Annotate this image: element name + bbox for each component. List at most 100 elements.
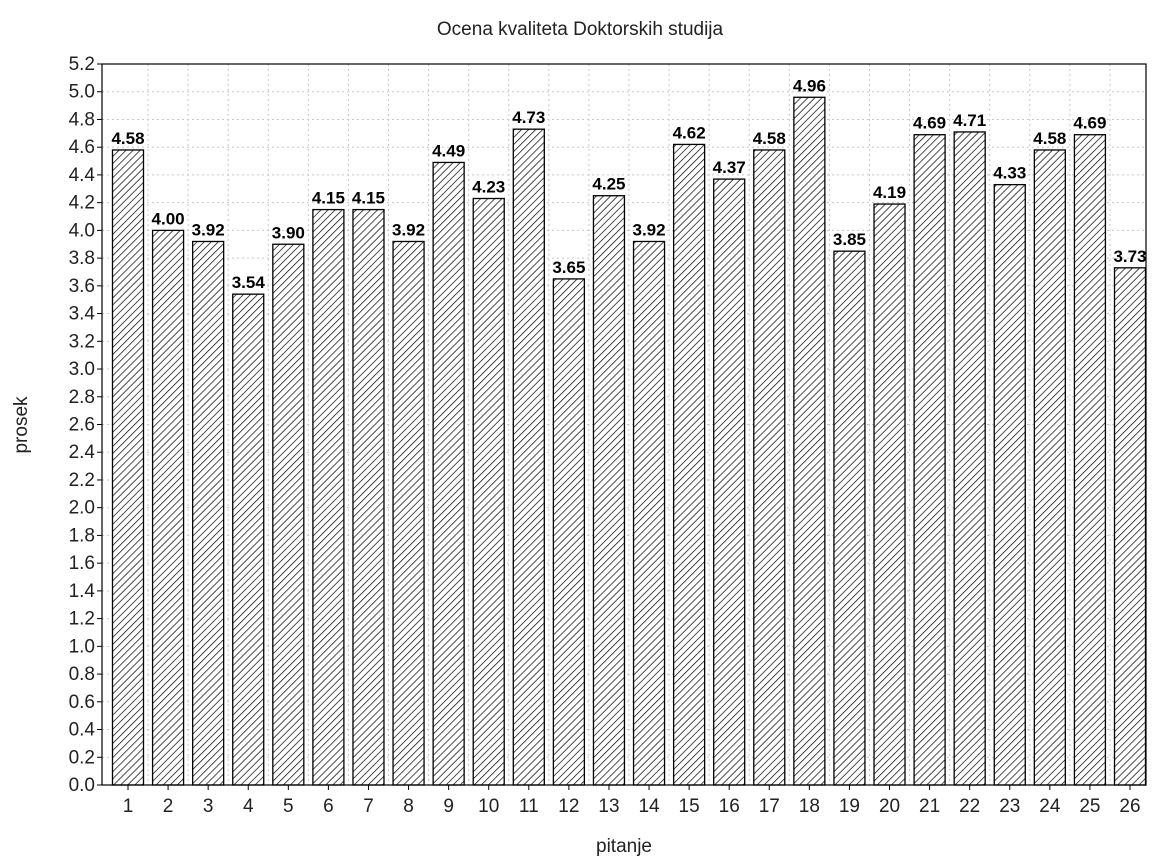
value-label-23: 4.33 [993,164,1026,183]
bar-20 [873,203,906,786]
y-tick-label: 4.2 [69,193,95,214]
x-tick-label-5: 5 [283,796,294,817]
value-label-19: 3.85 [833,230,866,249]
y-axis-ticks: 0.0 0.2 0.4 0.6 0.8 1.0 1.2 1.4 1.6 1.8 2.0 2.2 2.4 2… [69,54,102,796]
y-tick-label: 1.0 [69,636,95,657]
value-label-17: 4.58 [753,129,786,148]
bar-26 [1113,267,1147,786]
x-tick-label-20: 20 [879,796,900,817]
y-tick-label: 4.4 [69,165,96,186]
x-tick-label-14: 14 [638,796,660,817]
x-tick-label-12: 12 [558,796,579,817]
bar-7 [352,208,385,786]
x-tick-label-21: 21 [919,796,940,817]
x-tick-label-4: 4 [243,796,254,817]
value-labels: 4.58 4.00 3.92 3.54 3.90 4.15 4.15 3.92 4.49 4.23… [111,76,1146,292]
bar-9 [432,161,465,786]
bar-11 [512,128,545,786]
x-tick-label-8: 8 [403,796,414,817]
y-tick-label: 2.8 [69,387,95,408]
bar-16 [713,178,746,786]
x-tick-label-24: 24 [1039,796,1061,817]
x-tick-label-22: 22 [959,796,980,817]
y-axis-label: prosek [11,396,32,454]
y-tick-label: 0.0 [69,775,95,796]
bar-13 [592,195,626,786]
value-label-15: 4.62 [673,123,706,142]
y-tick-label: 0.4 [69,720,96,741]
y-tick-label: 2.0 [69,498,95,519]
bar-14 [632,240,666,786]
bar-6 [312,208,345,786]
value-label-2: 4.00 [152,209,185,228]
bar-24 [1033,149,1066,786]
bar-10 [472,197,505,786]
value-label-21: 4.69 [913,114,946,133]
value-label-1: 4.58 [111,129,144,148]
bar-19 [833,250,866,786]
x-tick-label-3: 3 [203,796,214,817]
x-tick-label-1: 1 [123,796,134,817]
y-tick-label: 1.4 [69,581,96,602]
value-label-8: 3.92 [392,220,425,239]
value-label-7: 4.15 [352,189,385,208]
value-label-25: 4.69 [1073,114,1106,133]
bar-2 [151,229,185,786]
value-label-3: 3.92 [192,220,225,239]
x-tick-label-16: 16 [719,796,740,817]
y-tick-label: 2.6 [69,415,95,436]
x-tick-label-9: 9 [443,796,454,817]
y-tick-label: 0.6 [69,692,95,713]
plot-frame [101,63,1147,786]
value-label-4: 3.54 [232,273,266,292]
x-tick-label-19: 19 [839,796,860,817]
x-axis-label: pitanje [596,836,652,857]
y-tick-label: 3.0 [69,359,95,380]
bar-5 [272,243,305,786]
bar-1 [111,149,145,786]
bar-8 [392,240,425,786]
bar-22 [953,131,986,786]
chart-title: Ocena kvaliteta Doktorskih studija [437,19,724,40]
y-tick-label: 3.6 [69,276,95,297]
x-tick-label-15: 15 [679,796,700,817]
bar-4 [232,293,265,786]
bar-21 [913,134,946,786]
bar-23 [993,183,1026,786]
value-label-18: 4.96 [793,76,826,95]
y-tick-label: 0.8 [69,664,95,685]
x-tick-label-26: 26 [1119,796,1140,817]
value-label-10: 4.23 [472,177,505,196]
value-label-5: 3.90 [272,223,305,242]
y-tick-label: 2.4 [69,442,96,463]
value-label-26: 3.73 [1113,247,1146,266]
value-label-12: 3.65 [552,258,585,277]
value-label-13: 4.25 [592,175,625,194]
y-tick-label: 1.8 [69,525,95,546]
x-tick-label-10: 10 [478,796,499,817]
x-axis-ticks: 1 2 3 4 5 6 7 8 9 10 11 12 13 14 15 16 17 18 19 20 21 22 23 24 2… [123,785,1141,817]
x-tick-label-17: 17 [759,796,780,817]
bar-18 [793,96,826,786]
bar-25 [1073,134,1107,786]
y-tick-label: 3.2 [69,331,95,352]
x-tick-label-6: 6 [323,796,334,817]
value-label-9: 4.49 [432,141,465,160]
y-tick-label: 5.0 [69,82,95,103]
bar-17 [753,149,786,786]
value-label-24: 4.58 [1033,129,1066,148]
y-tick-label: 1.2 [69,609,95,630]
y-tick-label: 3.8 [69,248,95,269]
bar-12 [552,278,586,786]
value-label-22: 4.71 [953,111,986,130]
value-label-14: 3.92 [632,220,665,239]
bar-15 [672,143,706,786]
y-tick-label: 2.2 [69,470,95,491]
y-tick-label: 4.0 [69,220,95,241]
y-tick-label: 5.2 [69,54,95,75]
value-label-16: 4.37 [713,158,746,177]
x-tick-label-23: 23 [999,796,1020,817]
x-tick-label-7: 7 [363,796,374,817]
x-tick-label-11: 11 [519,796,539,817]
